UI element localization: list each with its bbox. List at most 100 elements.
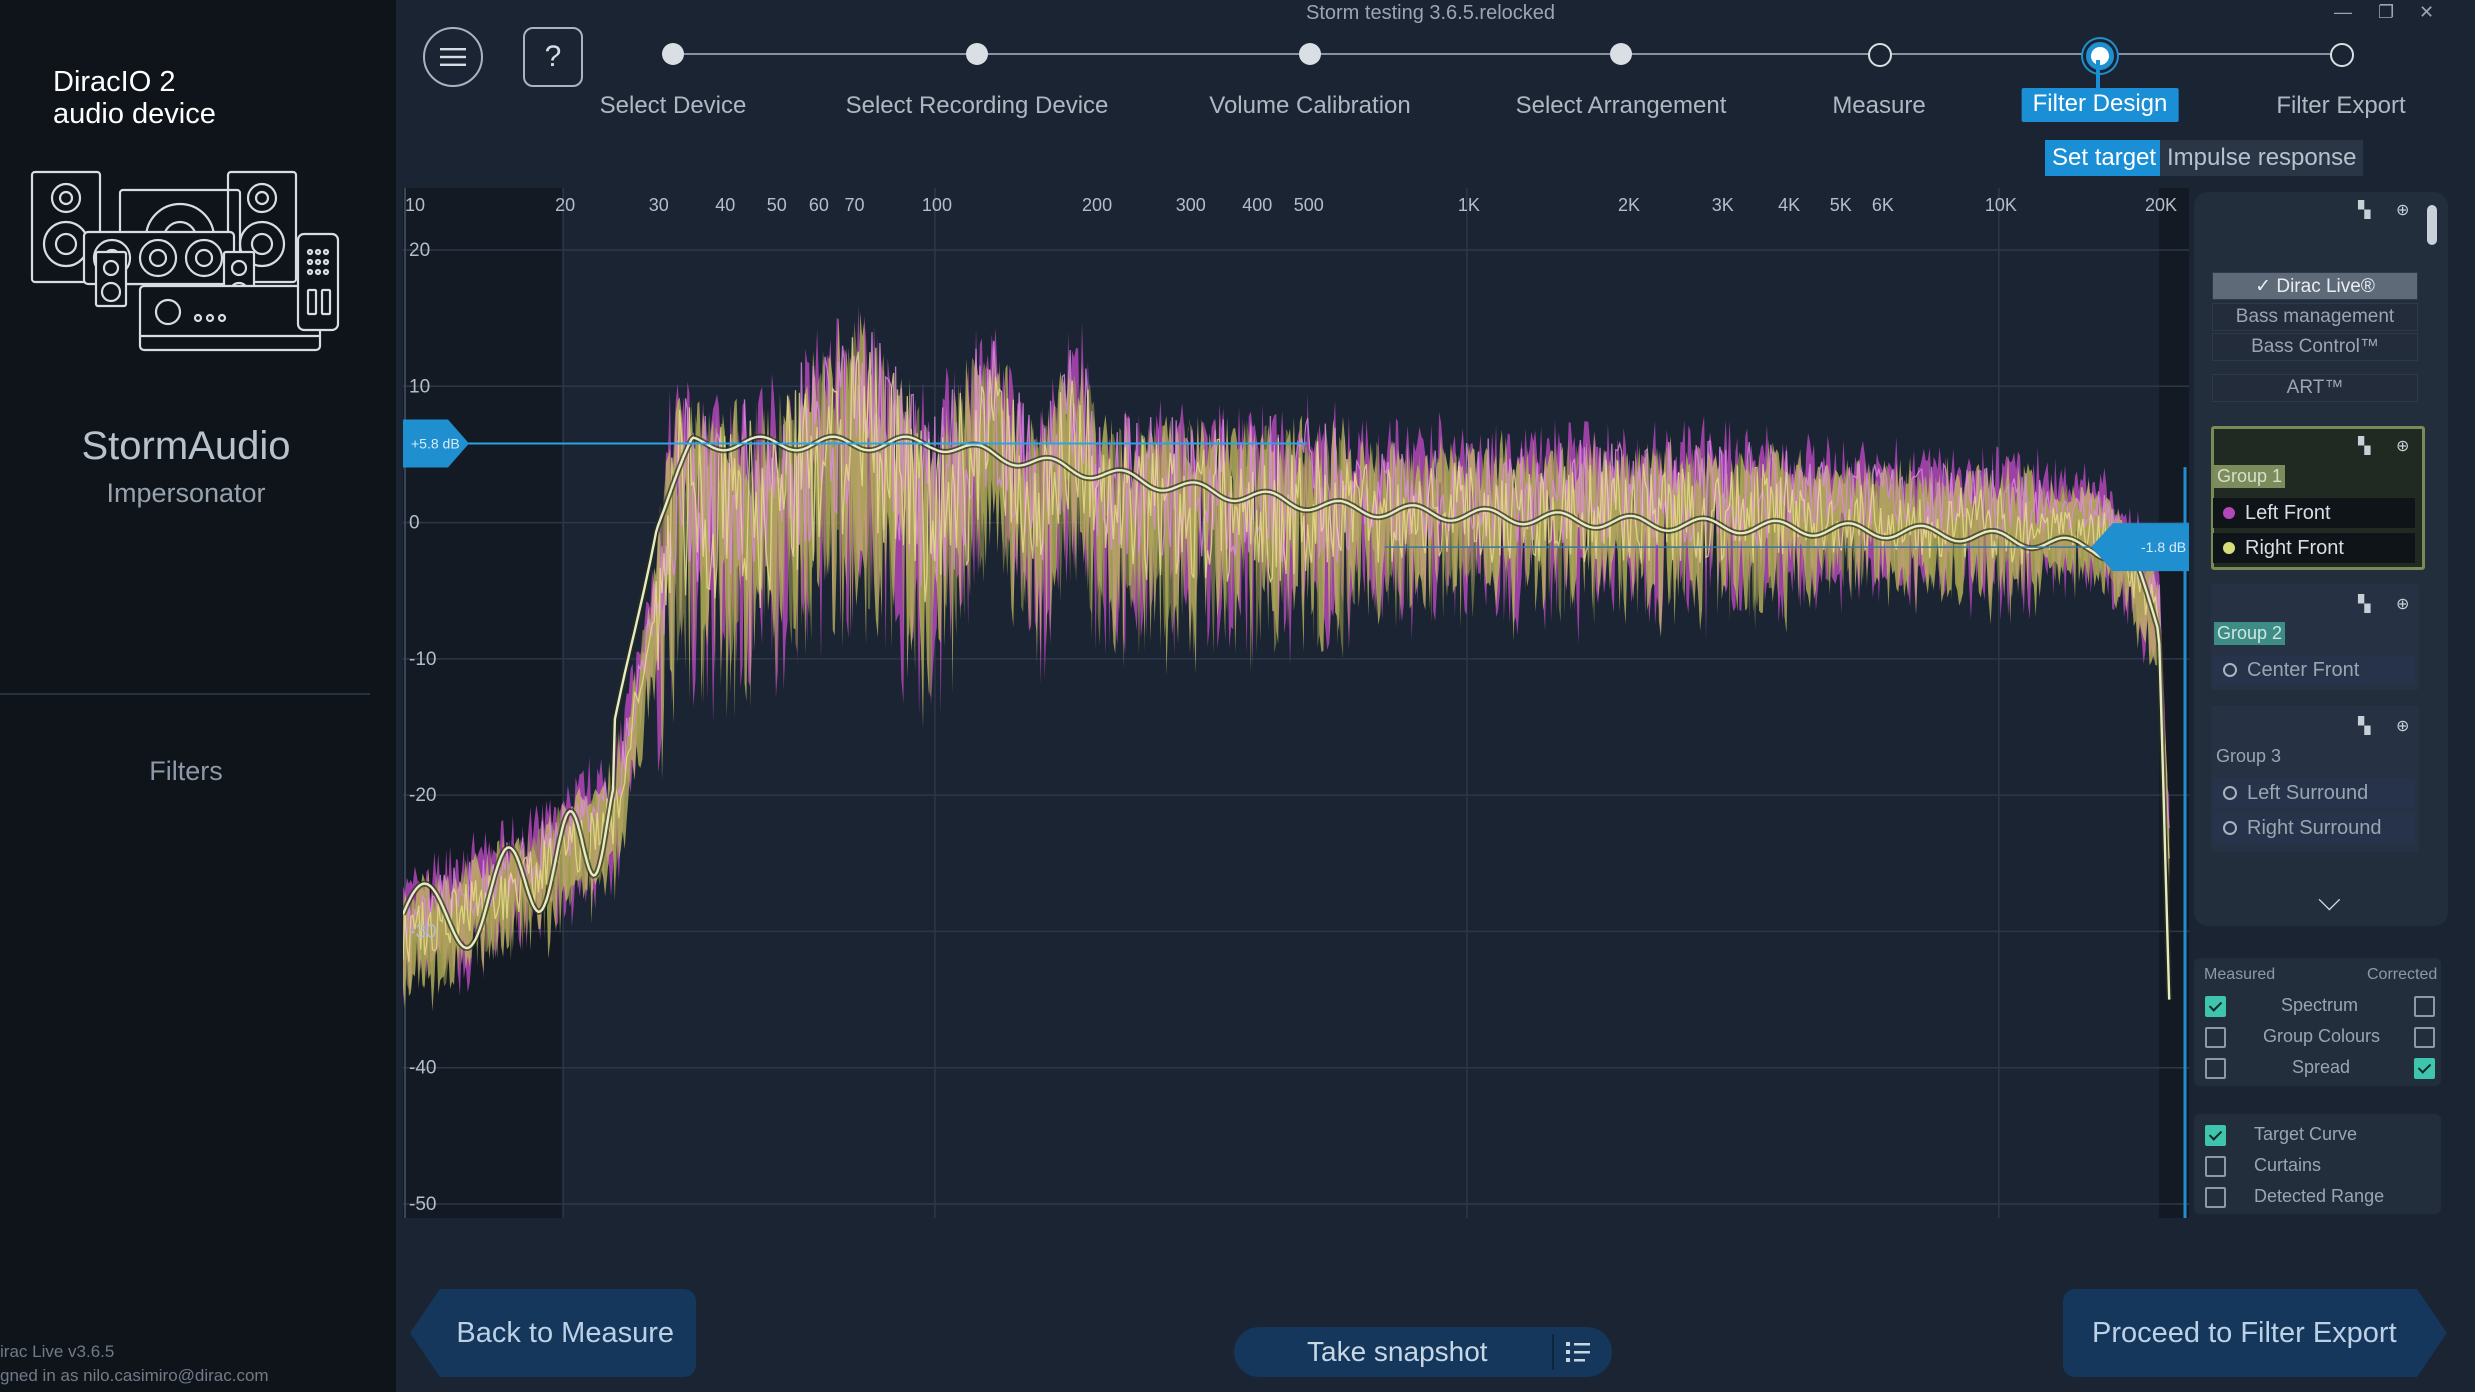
group-settings-icon[interactable]: ⊕ xyxy=(2396,438,2410,455)
y-tick-label: -30 xyxy=(409,921,436,942)
group-colours-corrected-checkbox[interactable] xyxy=(2414,1027,2435,1048)
help-button[interactable]: ? xyxy=(523,27,583,87)
channel-color-ring xyxy=(2223,821,2237,835)
snapshot-list-icon[interactable] xyxy=(1564,1339,1594,1365)
y-tick-label: -50 xyxy=(409,1194,436,1215)
x-tick-label: 20K xyxy=(2145,195,2177,215)
curve-options-panel xyxy=(2194,1114,2441,1214)
back-to-measure-button[interactable]: Back to Measure xyxy=(410,1289,696,1377)
group-link-icon[interactable]: ▚ xyxy=(2358,438,2371,455)
mode-bass-management[interactable]: Bass management xyxy=(2212,303,2418,331)
group-settings-icon[interactable]: ⊕ xyxy=(2396,202,2410,219)
group-link-icon[interactable]: ▚ xyxy=(2358,202,2371,219)
mode-dirac-live[interactable]: ✓ Dirac Live® xyxy=(2212,272,2418,300)
brand-name: StormAudio xyxy=(81,424,291,468)
x-tick-label: 10 xyxy=(405,195,425,215)
x-tick-label: 500 xyxy=(1294,195,1324,215)
x-tick-label: 300 xyxy=(1176,195,1206,215)
step-dot[interactable] xyxy=(1299,43,1321,65)
mode-bass-control[interactable]: Bass Control™ xyxy=(2212,333,2418,361)
x-tick-label: 10K xyxy=(1985,195,2017,215)
speaker-system-icon xyxy=(30,170,340,352)
close-icon[interactable]: ✕ xyxy=(2419,2,2435,22)
signed-in-user: gned in as nilo.casimiro@dirac.com xyxy=(0,1366,269,1385)
spectrum-measured-checkbox[interactable] xyxy=(2205,996,2226,1017)
x-tick-label: 40 xyxy=(715,195,735,215)
step-dot[interactable] xyxy=(966,43,988,65)
target-curve-label: Target Curve xyxy=(2254,1124,2358,1144)
tab-set-target[interactable]: Set target xyxy=(2045,140,2164,176)
spectrum-options-panel xyxy=(2194,958,2441,1086)
x-tick-label: 6K xyxy=(1872,195,1894,215)
groups-scrollbar[interactable] xyxy=(2427,205,2437,245)
step-dot[interactable] xyxy=(662,43,684,65)
channel-color-ring xyxy=(2223,786,2237,800)
channel-label: Right Front xyxy=(2245,536,2344,559)
curtains-checkbox[interactable] xyxy=(2205,1156,2226,1177)
restore-icon[interactable]: ❐ xyxy=(2378,2,2395,22)
channel-label: Center Front xyxy=(2247,658,2360,681)
group-link-icon[interactable]: ▚ xyxy=(2358,596,2371,613)
channel-color-dot xyxy=(2223,507,2235,519)
frequency-response-chart[interactable]: +5.8 dB-1.8 dB 10 20 30 40 50 60 70 100 200 300 40… xyxy=(403,188,2189,1218)
group-link-icon[interactable]: ▚ xyxy=(2358,718,2371,735)
sidebar-item-filters[interactable]: Filters xyxy=(149,756,223,786)
y-tick-label: -40 xyxy=(409,1058,436,1079)
chevron-down-icon[interactable]: ⌵ xyxy=(2318,884,2341,917)
step-label-filter-design[interactable]: Filter Design xyxy=(2021,88,2179,122)
spread-label: Spread xyxy=(2292,1057,2351,1077)
detected-range-checkbox[interactable] xyxy=(2205,1187,2226,1208)
step-dot[interactable] xyxy=(2330,43,2354,67)
back-to-measure-label: Back to Measure xyxy=(456,1316,674,1349)
proceed-to-filter-export-button[interactable]: Proceed to Filter Export xyxy=(2063,1289,2447,1377)
step-label-select-arrangement[interactable]: Select Arrangement xyxy=(1515,92,1727,119)
channel-left-front[interactable]: Left Front xyxy=(2213,498,2415,528)
group-2-label: Group 2 xyxy=(2214,622,2286,645)
y-tick-label: -20 xyxy=(409,785,436,806)
x-tick-label: 400 xyxy=(1242,195,1272,215)
target-high-handle[interactable] xyxy=(2091,523,2189,572)
target-curve-checkbox[interactable] xyxy=(2205,1125,2226,1146)
take-snapshot-button[interactable]: Take snapshot xyxy=(1234,1327,1612,1377)
mode-art[interactable]: ART™ xyxy=(2212,374,2418,402)
group-3-label: Group 3 xyxy=(2216,746,2282,766)
step-label-select-recording-device[interactable]: Select Recording Device xyxy=(845,92,1109,119)
step-label-filter-export[interactable]: Filter Export xyxy=(2276,92,2406,119)
minimize-icon[interactable]: — xyxy=(2334,2,2352,22)
group-colours-label: Group Colours xyxy=(2263,1026,2381,1046)
x-tick-label: 3K xyxy=(1712,195,1734,215)
corrected-curve xyxy=(403,435,2171,1000)
group-settings-icon[interactable]: ⊕ xyxy=(2396,596,2410,613)
proceed-label: Proceed to Filter Export xyxy=(2092,1316,2397,1349)
x-tick-label: 100 xyxy=(922,195,952,215)
menu-button[interactable] xyxy=(423,27,483,87)
group-colours-measured-checkbox[interactable] xyxy=(2205,1027,2226,1048)
plot-background xyxy=(403,188,2189,1218)
step-label-measure[interactable]: Measure xyxy=(1832,92,1926,119)
target-low-handle-label: +5.8 dB xyxy=(411,436,460,452)
step-label-volume-calibration[interactable]: Volume Calibration xyxy=(1209,92,1411,119)
channel-center-front[interactable]: Center Front xyxy=(2213,655,2415,685)
spread-measured-checkbox[interactable] xyxy=(2205,1058,2226,1079)
step-dot[interactable] xyxy=(1610,43,1632,65)
step-dot[interactable] xyxy=(2086,42,2114,70)
device-name: DiracIO 2 audio device xyxy=(53,66,216,130)
sidebar-divider xyxy=(0,693,370,695)
curtains-label: Curtains xyxy=(2254,1155,2322,1175)
take-snapshot-label: Take snapshot xyxy=(1307,1336,1488,1367)
spread-corrected-checkbox[interactable] xyxy=(2414,1058,2435,1079)
low-curtain[interactable] xyxy=(403,188,564,1218)
channel-right-surround[interactable]: Right Surround xyxy=(2213,813,2415,843)
spectrum-corrected-checkbox[interactable] xyxy=(2414,996,2435,1017)
channel-right-front[interactable]: Right Front xyxy=(2213,533,2415,563)
group-settings-icon[interactable]: ⊕ xyxy=(2396,718,2410,735)
step-dot[interactable] xyxy=(1868,43,1892,67)
step-label-select-device[interactable]: Select Device xyxy=(599,92,747,119)
snapshot-divider xyxy=(1552,1334,1554,1370)
x-tick-label: 200 xyxy=(1082,195,1112,215)
app-version: irac Live v3.6.5 xyxy=(0,1342,115,1361)
target-low-handle[interactable] xyxy=(403,419,469,468)
tab-impulse-response[interactable]: Impulse response xyxy=(2160,140,2364,176)
x-tick-label: 5K xyxy=(1830,195,1852,215)
channel-left-surround[interactable]: Left Surround xyxy=(2213,778,2415,808)
